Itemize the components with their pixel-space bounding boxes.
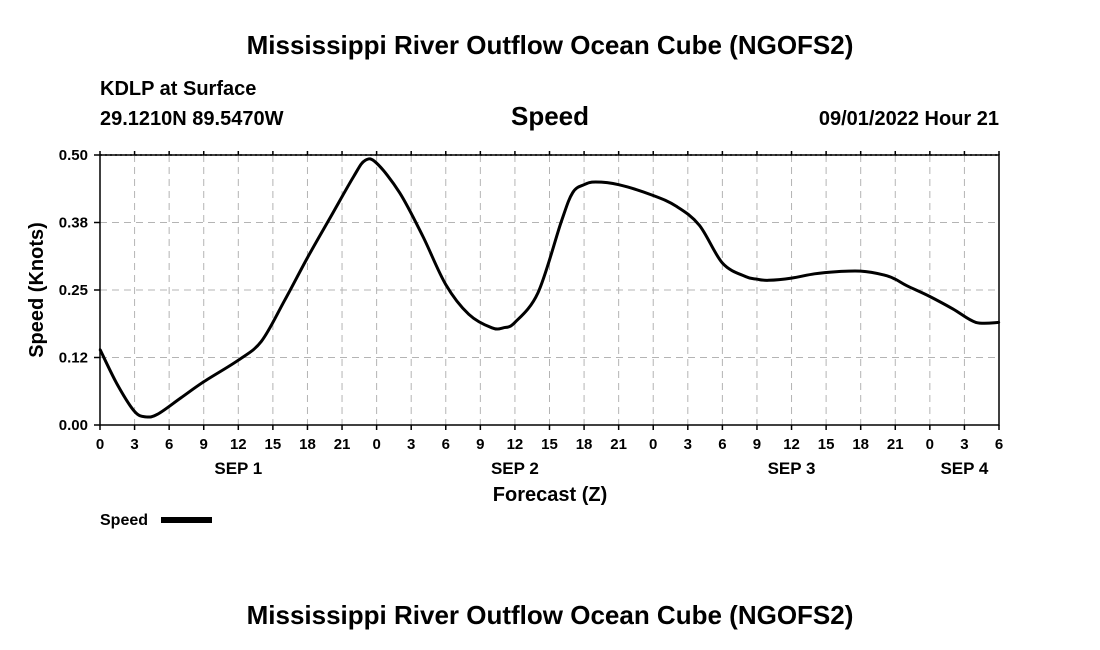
y-tick-label: 0.12 (59, 350, 88, 367)
x-tick-label: 0 (96, 436, 104, 453)
data-point (156, 413, 159, 416)
x-tick-label: 15 (818, 436, 835, 453)
x-tick-label: 9 (200, 436, 208, 453)
x-tick-label: 18 (576, 436, 593, 453)
data-point (882, 273, 885, 277)
legend-label: Speed (100, 512, 148, 529)
data-point (133, 410, 136, 413)
x-tick-label: 6 (718, 436, 726, 453)
y-tick-label: 0.25 (59, 282, 88, 299)
day-label: SEP 4 (940, 459, 988, 478)
data-point (698, 224, 701, 227)
data-point (790, 276, 793, 280)
y-tick-label: 0.00 (59, 417, 88, 434)
series-layer (98, 157, 1001, 419)
data-point (352, 175, 355, 178)
data-point (283, 299, 286, 302)
x-tick-label: 6 (165, 436, 173, 453)
coordinates-label: 29.1210N 89.5470W (100, 108, 284, 130)
data-point (467, 313, 471, 316)
data-point (755, 278, 759, 281)
data-point (559, 221, 563, 224)
data-point (675, 205, 678, 208)
legend: Speed (100, 512, 212, 529)
y-axis-label: Speed (Knots) (26, 222, 48, 358)
x-tick-label: 12 (230, 436, 247, 453)
day-label: SEP 2 (491, 459, 539, 478)
data-point (594, 180, 597, 184)
x-tick-label: 12 (783, 436, 800, 453)
data-point (502, 326, 505, 329)
data-point (894, 278, 897, 281)
data-point (144, 415, 148, 419)
data-point (490, 326, 494, 329)
x-tick-label: 6 (442, 436, 450, 453)
x-tick-label: 15 (265, 436, 282, 453)
x-tick-label: 3 (130, 436, 138, 453)
data-point (571, 191, 574, 194)
x-tick-label: 18 (299, 436, 316, 453)
chart-title-top: Mississippi River Outflow Ocean Cube (NG… (247, 30, 854, 60)
chart-title-bottom: Mississippi River Outflow Ocean Cube (NG… (247, 600, 854, 630)
data-point (767, 279, 770, 282)
data-point (928, 295, 932, 298)
data-point (513, 321, 517, 324)
data-point (582, 183, 586, 186)
series-line-speed (98, 157, 1000, 419)
grid (100, 154, 999, 425)
data-point (652, 194, 655, 197)
data-point (536, 291, 540, 294)
data-point (398, 191, 401, 194)
day-label: SEP 3 (768, 459, 816, 478)
data-point (744, 275, 747, 278)
data-point (116, 383, 119, 386)
x-tick-label: 0 (649, 436, 657, 453)
variable-title: Speed (511, 101, 589, 131)
data-point (98, 348, 102, 351)
x-axis-label: Forecast (Z) (493, 484, 607, 506)
data-point (363, 159, 367, 162)
data-point (179, 396, 182, 400)
data-point (974, 321, 978, 324)
data-point (237, 359, 240, 362)
y-tick-label: 0.38 (59, 215, 88, 232)
data-point (617, 183, 620, 186)
axis-ticks: 0 3 6 9 12 15 18 21 0 3 6 9 12 15 18 21 0 3 6 9 12 15 18 21 0 3 6 0… (59, 147, 1003, 478)
data-point (836, 270, 839, 273)
data-point (306, 256, 309, 259)
x-tick-label: 18 (852, 436, 869, 453)
x-tick-label: 21 (610, 436, 627, 453)
day-label: SEP 1 (214, 459, 262, 478)
data-point (421, 234, 424, 238)
data-point (329, 215, 332, 219)
x-tick-label: 6 (995, 436, 1003, 453)
data-point (997, 321, 1001, 324)
datetime-label: 09/01/2022 Hour 21 (819, 108, 999, 130)
x-tick-label: 0 (372, 436, 380, 453)
x-tick-label: 15 (541, 436, 558, 453)
data-point (951, 307, 955, 311)
data-point (905, 284, 908, 287)
x-tick-label: 9 (753, 436, 761, 453)
y-tick-label: 0.50 (59, 147, 88, 164)
x-tick-label: 3 (684, 436, 692, 453)
station-label: KDLP at Surface (100, 78, 256, 100)
x-tick-label: 12 (507, 436, 524, 453)
data-point (375, 161, 378, 165)
data-point (202, 380, 205, 383)
x-tick-label: 21 (887, 436, 904, 453)
x-tick-label: 3 (960, 436, 968, 453)
x-tick-label: 21 (334, 436, 351, 453)
data-point (813, 272, 816, 275)
x-tick-label: 0 (926, 436, 934, 453)
data-point (260, 340, 263, 343)
data-point (721, 261, 724, 265)
x-tick-label: 3 (407, 436, 415, 453)
data-point (444, 283, 447, 286)
x-tick-label: 9 (476, 436, 484, 453)
data-point (859, 269, 862, 273)
